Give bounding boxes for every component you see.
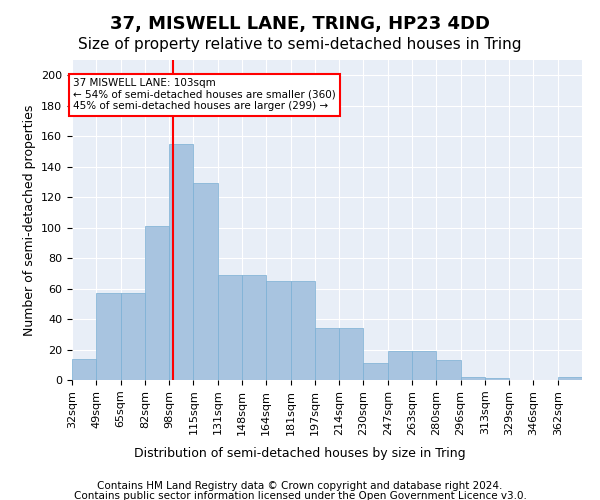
- Bar: [72, 358, 96, 380]
- Bar: [485, 378, 509, 380]
- Bar: [121, 293, 145, 380]
- Bar: [558, 377, 582, 380]
- Text: 37 MISWELL LANE: 103sqm
← 54% of semi-detached houses are smaller (360)
45% of s: 37 MISWELL LANE: 103sqm ← 54% of semi-de…: [73, 78, 336, 112]
- Bar: [96, 293, 121, 380]
- Bar: [266, 281, 290, 380]
- Bar: [436, 360, 461, 380]
- Bar: [290, 281, 315, 380]
- Bar: [315, 328, 339, 380]
- Bar: [242, 275, 266, 380]
- Y-axis label: Number of semi-detached properties: Number of semi-detached properties: [23, 104, 35, 336]
- Bar: [145, 226, 169, 380]
- Bar: [339, 328, 364, 380]
- Bar: [193, 184, 218, 380]
- Bar: [218, 275, 242, 380]
- Bar: [364, 363, 388, 380]
- Text: Contains HM Land Registry data © Crown copyright and database right 2024.: Contains HM Land Registry data © Crown c…: [97, 481, 503, 491]
- Bar: [388, 351, 412, 380]
- Text: Size of property relative to semi-detached houses in Tring: Size of property relative to semi-detach…: [78, 38, 522, 52]
- Bar: [461, 377, 485, 380]
- Text: Contains public sector information licensed under the Open Government Licence v3: Contains public sector information licen…: [74, 491, 526, 500]
- Text: 37, MISWELL LANE, TRING, HP23 4DD: 37, MISWELL LANE, TRING, HP23 4DD: [110, 15, 490, 33]
- Bar: [412, 351, 436, 380]
- Text: Distribution of semi-detached houses by size in Tring: Distribution of semi-detached houses by …: [134, 448, 466, 460]
- Bar: [169, 144, 193, 380]
